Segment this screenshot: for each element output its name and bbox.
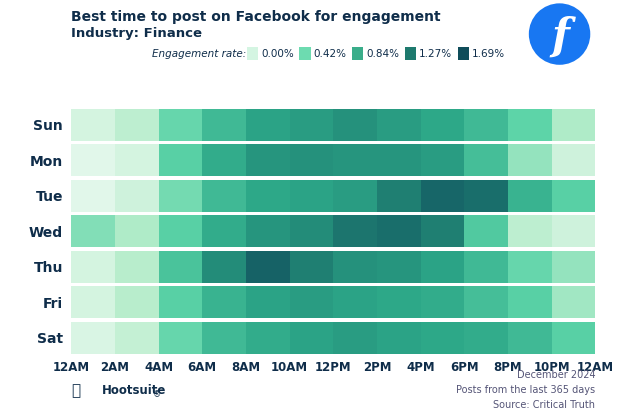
- Bar: [202, 180, 246, 211]
- Bar: [159, 180, 202, 211]
- Bar: [71, 109, 115, 141]
- Bar: [334, 109, 377, 141]
- Bar: [246, 180, 290, 211]
- Text: 🦉: 🦉: [71, 383, 81, 398]
- Bar: [246, 251, 290, 282]
- Bar: [464, 322, 508, 354]
- Bar: [377, 287, 420, 318]
- Bar: [115, 180, 159, 211]
- Bar: [334, 287, 377, 318]
- Bar: [464, 145, 508, 176]
- Bar: [420, 322, 464, 354]
- Bar: [377, 322, 420, 354]
- Bar: [115, 216, 159, 247]
- Text: f: f: [552, 16, 570, 58]
- Bar: [246, 145, 290, 176]
- Bar: [290, 251, 334, 282]
- Text: Best time to post on Facebook for engagement: Best time to post on Facebook for engage…: [71, 10, 441, 24]
- Circle shape: [529, 3, 590, 65]
- Bar: [159, 145, 202, 176]
- Bar: [246, 109, 290, 141]
- Bar: [464, 251, 508, 282]
- Bar: [508, 251, 552, 282]
- Bar: [246, 216, 290, 247]
- Bar: [552, 109, 595, 141]
- Bar: [377, 180, 420, 211]
- Bar: [202, 287, 246, 318]
- Bar: [115, 145, 159, 176]
- Bar: [202, 216, 246, 247]
- Bar: [552, 216, 595, 247]
- Bar: [420, 251, 464, 282]
- Bar: [377, 145, 420, 176]
- Bar: [159, 109, 202, 141]
- Bar: [71, 322, 115, 354]
- Text: 0.42%: 0.42%: [314, 49, 347, 59]
- Bar: [552, 287, 595, 318]
- Bar: [290, 109, 334, 141]
- Bar: [115, 109, 159, 141]
- Bar: [420, 145, 464, 176]
- Bar: [377, 109, 420, 141]
- Text: 1.69%: 1.69%: [472, 49, 505, 59]
- Bar: [202, 322, 246, 354]
- Bar: [246, 287, 290, 318]
- Bar: [508, 109, 552, 141]
- Text: 0.84%: 0.84%: [366, 49, 399, 59]
- Bar: [290, 322, 334, 354]
- Bar: [508, 216, 552, 247]
- Bar: [508, 287, 552, 318]
- Bar: [334, 145, 377, 176]
- Bar: [115, 251, 159, 282]
- Bar: [202, 145, 246, 176]
- Bar: [159, 322, 202, 354]
- Bar: [71, 216, 115, 247]
- Bar: [202, 109, 246, 141]
- Bar: [377, 216, 420, 247]
- Bar: [202, 251, 246, 282]
- Bar: [115, 287, 159, 318]
- Bar: [420, 216, 464, 247]
- Bar: [420, 180, 464, 211]
- Bar: [552, 251, 595, 282]
- Bar: [71, 251, 115, 282]
- Bar: [552, 180, 595, 211]
- Text: Industry: Finance: Industry: Finance: [71, 27, 202, 40]
- Bar: [334, 322, 377, 354]
- Bar: [508, 180, 552, 211]
- Bar: [290, 145, 334, 176]
- Bar: [334, 251, 377, 282]
- Bar: [464, 216, 508, 247]
- Bar: [420, 287, 464, 318]
- Bar: [552, 322, 595, 354]
- Text: December 2024
Posts from the last 365 days
Source: Critical Truth: December 2024 Posts from the last 365 da…: [456, 370, 595, 410]
- Bar: [71, 145, 115, 176]
- Bar: [71, 287, 115, 318]
- Bar: [464, 109, 508, 141]
- Bar: [508, 145, 552, 176]
- Bar: [71, 180, 115, 211]
- Bar: [334, 216, 377, 247]
- Bar: [464, 287, 508, 318]
- Bar: [159, 287, 202, 318]
- Text: Hootsuite: Hootsuite: [102, 384, 167, 397]
- Bar: [552, 145, 595, 176]
- Bar: [115, 322, 159, 354]
- Bar: [334, 180, 377, 211]
- Bar: [290, 180, 334, 211]
- Bar: [464, 180, 508, 211]
- Bar: [508, 322, 552, 354]
- Bar: [377, 251, 420, 282]
- Bar: [246, 322, 290, 354]
- Bar: [420, 109, 464, 141]
- Bar: [290, 216, 334, 247]
- Text: 1.27%: 1.27%: [419, 49, 452, 59]
- Text: 0.00%: 0.00%: [261, 49, 294, 59]
- Bar: [290, 287, 334, 318]
- Text: ®: ®: [153, 390, 161, 399]
- Text: Engagement rate:: Engagement rate:: [152, 49, 246, 59]
- Bar: [159, 251, 202, 282]
- Bar: [159, 216, 202, 247]
